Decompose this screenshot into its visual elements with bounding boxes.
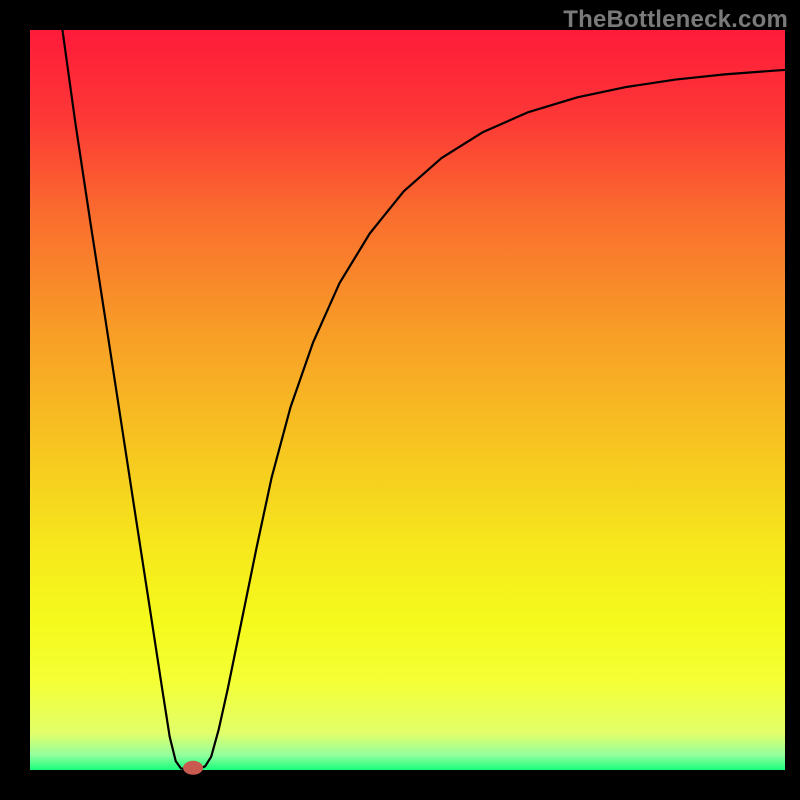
site-watermark: TheBottleneck.com — [563, 6, 788, 34]
chart-svg — [0, 0, 800, 800]
minimum-marker — [183, 761, 203, 775]
bottleneck-chart: TheBottleneck.com — [0, 0, 800, 800]
plot-background-gradient — [30, 30, 785, 770]
